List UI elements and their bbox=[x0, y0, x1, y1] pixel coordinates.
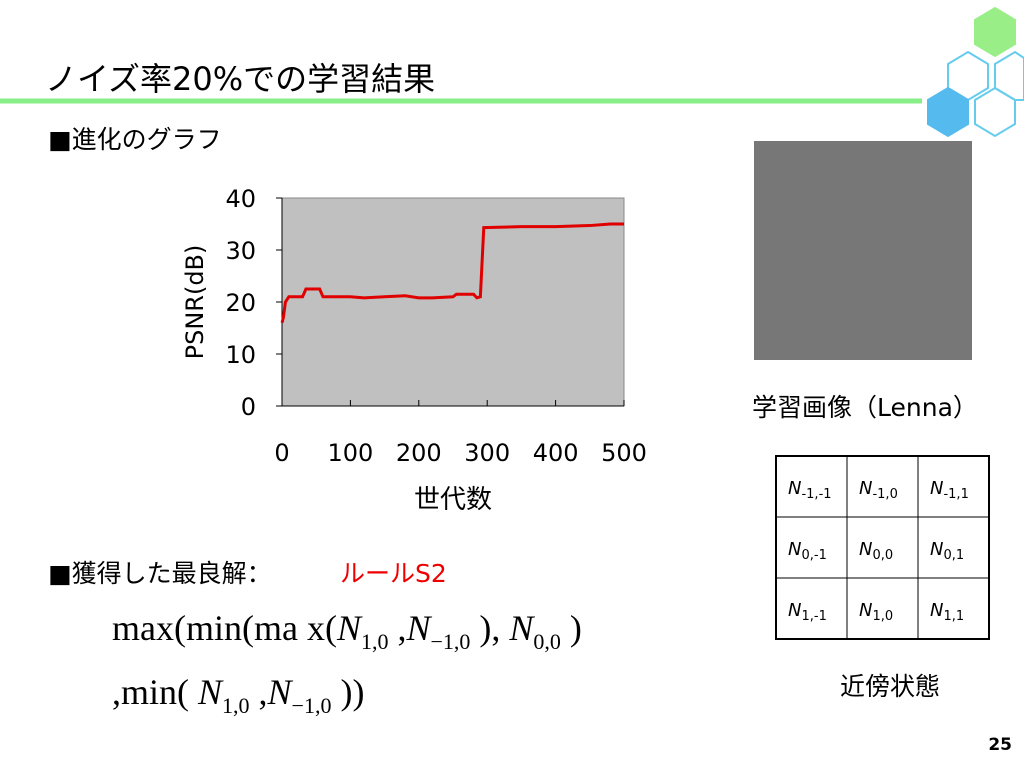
slide-title: ノイズ率20%での学習結果 bbox=[45, 60, 435, 98]
formula-text: , bbox=[388, 608, 406, 648]
x-tick-label: 200 bbox=[396, 439, 442, 467]
x-tick-label: 500 bbox=[601, 439, 647, 467]
formula-subscript: 0,0 bbox=[533, 629, 561, 654]
x-axis-label: 世代数 bbox=[414, 485, 492, 515]
formula-text: N bbox=[508, 608, 535, 648]
bullet: ■進化のグラフ bbox=[48, 125, 222, 154]
lenna-image bbox=[754, 141, 972, 360]
table-cell: N0,-1 bbox=[788, 539, 827, 563]
formula-text: max(min(ma x( bbox=[112, 608, 337, 648]
cell-subscript: 0,1 bbox=[943, 548, 964, 563]
y-tick-label: 30 bbox=[225, 237, 256, 265]
cell-base: N bbox=[930, 539, 943, 560]
x-tick-label: 100 bbox=[327, 439, 373, 467]
table-cell: N0,0 bbox=[859, 539, 893, 563]
cell-base: N bbox=[930, 600, 943, 621]
cell-subscript: 1,0 bbox=[872, 609, 893, 624]
formula-text: N bbox=[336, 608, 363, 648]
table-cell: N-1,1 bbox=[930, 478, 969, 502]
formula-text: )) bbox=[331, 672, 364, 712]
y-axis-label: PSNR(dB) bbox=[181, 245, 209, 360]
formula-text: N bbox=[197, 672, 224, 712]
formula-text: N bbox=[267, 672, 294, 712]
formula-line: ,min( N1,0​ ,N−1,0​ )) bbox=[112, 672, 364, 718]
cell-base: N bbox=[859, 478, 872, 499]
formula-subscript: 1,0 bbox=[361, 629, 389, 654]
data-line bbox=[280, 222, 624, 324]
image-caption: 学習画像（Lenna） bbox=[752, 393, 978, 422]
cell-base: N bbox=[859, 600, 872, 621]
x-tick-label: 300 bbox=[464, 439, 510, 467]
formula-subscript: −1,0 bbox=[292, 693, 332, 718]
cell-base: N bbox=[930, 478, 943, 499]
formula-text: ,min( bbox=[112, 672, 198, 712]
table-cell: N1,1 bbox=[930, 600, 964, 624]
cell-base: N bbox=[788, 539, 801, 560]
formula-text: ) bbox=[561, 608, 582, 648]
cell-base: N bbox=[788, 600, 801, 621]
page-number: 25 bbox=[988, 735, 1012, 755]
cell-subscript: 1,1 bbox=[943, 609, 964, 624]
formula-text: ), bbox=[470, 608, 509, 648]
table-cell: N0,1 bbox=[930, 539, 964, 563]
formula-line: max(min(ma x(N1,0​ ,N−1,0​ ), N0,0​ ) bbox=[112, 608, 582, 654]
x-tick-label: 0 bbox=[274, 439, 289, 467]
table-cell: N1,0 bbox=[859, 600, 893, 624]
y-tick-label: 10 bbox=[225, 341, 256, 369]
bullet: ■獲得した最良解： bbox=[48, 559, 272, 588]
y-tick-label: 0 bbox=[241, 393, 256, 421]
formula-subscript: 1,0 bbox=[222, 693, 250, 718]
table-caption: 近傍状態 bbox=[840, 672, 940, 701]
table-cell: N1,-1 bbox=[788, 600, 827, 624]
cell-subscript: 0,-1 bbox=[801, 548, 826, 563]
formula-text: N bbox=[405, 608, 432, 648]
rule-name: ルールS2 bbox=[340, 559, 447, 588]
x-tick-label: 400 bbox=[533, 439, 579, 467]
table-cell: N-1,0 bbox=[859, 478, 898, 502]
cell-base: N bbox=[788, 478, 801, 499]
y-tick-label: 40 bbox=[225, 185, 256, 213]
cell-subscript: 1,-1 bbox=[801, 609, 826, 624]
formula-text: , bbox=[250, 672, 268, 712]
cell-subscript: -1,1 bbox=[943, 487, 968, 502]
table-border bbox=[775, 455, 990, 640]
cell-subscript: -1,-1 bbox=[801, 487, 831, 502]
formula-subscript: −1,0 bbox=[430, 629, 470, 654]
cell-subscript: -1,0 bbox=[872, 487, 897, 502]
plot-area bbox=[281, 197, 625, 407]
y-tick-label: 20 bbox=[225, 289, 256, 317]
cell-subscript: 0,0 bbox=[872, 548, 893, 563]
hexagon-decor bbox=[927, 6, 1024, 138]
table-cell: N-1,-1 bbox=[788, 478, 832, 502]
cell-base: N bbox=[859, 539, 872, 560]
